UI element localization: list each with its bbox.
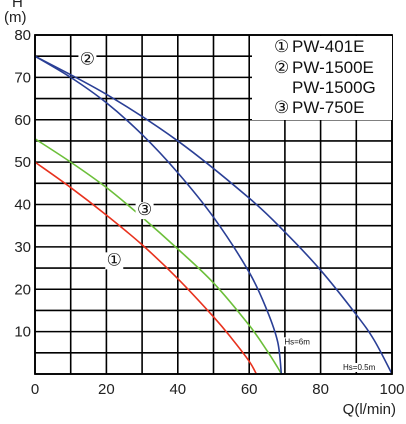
x-tick-label: 0 [31, 381, 39, 398]
series-line-3 [34, 55, 283, 375]
x-tick-label: 60 [241, 381, 258, 398]
curve-labels: Hs=6m Hs=0.5m ① ③ ② [78, 50, 377, 372]
curve-marker-bg [105, 252, 124, 270]
y-tick-label: 80 [14, 27, 31, 44]
annotation-4: Hs=0.5m [343, 363, 376, 372]
curve-marker-bg [78, 51, 97, 69]
x-tick-label: 100 [379, 381, 404, 398]
curve-marker-bg [135, 202, 154, 220]
y-axis-title: H [12, 0, 23, 11]
plot-frame [34, 34, 393, 375]
y-tick-label: 30 [14, 239, 31, 256]
x-tick-label: 20 [98, 381, 115, 398]
series-line-2 [34, 138, 283, 375]
y-tick-label: 70 [14, 69, 31, 86]
annotation-3: Hs=6m [284, 337, 310, 346]
x-tick-label: 40 [169, 381, 186, 398]
axes: 0 20 40 60 80 100 10 20 30 40 50 60 70 80 [14, 27, 404, 398]
curve-marker-3: ② [80, 50, 95, 69]
x-tick-label: 80 [312, 381, 329, 398]
y-tick-label: 40 [14, 197, 31, 214]
y-axis-unit: (m) [4, 9, 27, 26]
legend-marker-1: ① [274, 37, 289, 56]
legend: ① PW-401E ② PW-1500E PW-1500G ③ PW-750E [252, 36, 392, 120]
x-axis-title: Q(l/min) [343, 401, 396, 418]
legend-marker-2: ② [274, 58, 289, 77]
curves [34, 55, 393, 375]
legend-label-1: PW-401E [292, 37, 364, 56]
legend-box [252, 36, 392, 120]
series-line-1 [34, 161, 258, 375]
series-line-4 [34, 55, 393, 375]
y-tick-label: 60 [14, 112, 31, 129]
legend-marker-4: ③ [274, 98, 289, 117]
annotation-bg [342, 363, 377, 372]
curve-marker-2: ③ [137, 200, 152, 219]
y-tick-label: 10 [14, 324, 31, 341]
annotation-bg [283, 337, 309, 347]
y-tick-label: 20 [14, 281, 31, 298]
legend-label-4: PW-750E [292, 98, 364, 117]
legend-label-2: PW-1500E [292, 58, 374, 77]
curve-marker-1: ① [107, 250, 122, 269]
y-tick-label: 50 [14, 154, 31, 171]
legend-label-3: PW-1500G [292, 78, 376, 97]
